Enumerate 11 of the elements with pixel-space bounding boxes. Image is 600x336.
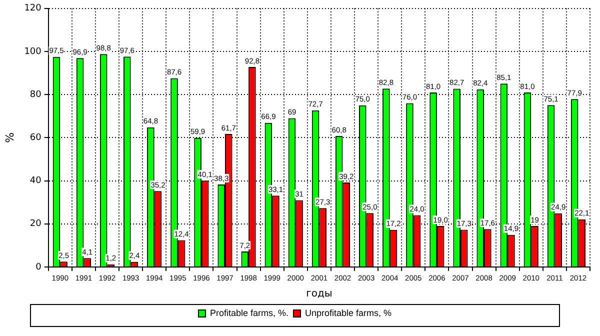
y-tick-label: 60 xyxy=(30,133,42,144)
y-tick-label: 80 xyxy=(30,90,42,100)
legend-label: Profitable farms, %. xyxy=(210,308,288,318)
y-tick-label: 20 xyxy=(30,219,42,230)
y-tick-label: 40 xyxy=(30,176,42,186)
y-tick-label: 0 xyxy=(36,262,42,272)
y-tick-label: 120 xyxy=(24,4,42,14)
y-tick-label: 100 xyxy=(24,46,42,57)
legend-label: Unprofitable farms, % xyxy=(304,308,392,318)
x-axis-title: годы xyxy=(306,288,332,300)
y-axis-title: % xyxy=(3,132,16,143)
